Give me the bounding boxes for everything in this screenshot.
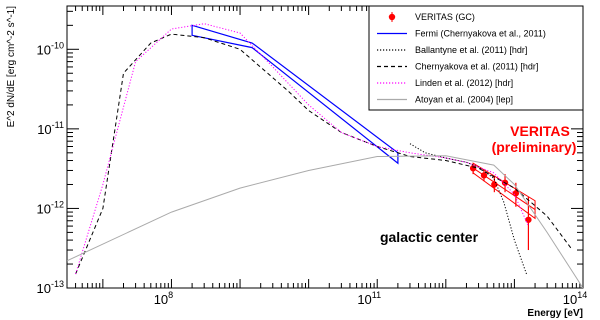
legend-label: Linden et al. (2012) [hdr] [415,78,513,88]
y-axis-title: E^2 dN/dE [erg cm^-2 s^-1] [6,6,17,128]
y-tick-label-exp: -11 [52,120,64,130]
legend-box [368,5,584,111]
series-line [67,155,583,288]
veritas-data-point [512,190,520,197]
legend-label: VERITAS (GC) [415,12,475,22]
x-tick-label-base: 10 [357,292,371,307]
x-tick-label: 1011 [357,290,381,307]
x-axis-title: Energy [eV] [527,308,583,319]
annotation-veritas: VERITAS [510,123,570,139]
legend-label: Atoyan et al. (2004) [lep] [415,95,513,105]
y-tick-label: 10-11 [37,120,64,137]
x-tick-label-exp: 11 [372,290,381,300]
legend-label: Ballantyne et al. (2011) [hdr] [415,45,527,55]
veritas-fit-band [472,162,536,220]
y-tick-label-exp: -10 [51,40,64,50]
annotation-galactic-center: galactic center [380,229,479,245]
x-tick-label-base: 10 [154,292,168,307]
legend-label: Fermi (Chernyakova et al., 2011) [415,29,546,39]
y-tick-label: 10-10 [37,40,64,57]
x-tick-label-exp: 8 [168,290,173,300]
legend: VERITAS (GC) Fermi (Chernyakova et al., 2… [368,5,584,111]
plot-area [67,23,583,288]
y-tick-label-base: 10 [37,201,51,216]
veritas-fit-line [472,167,536,210]
y-tick-label: 10-12 [37,199,64,216]
y-tick-label-base: 10 [37,281,51,296]
y-tick-label-base: 10 [37,122,51,137]
y-tick-label-exp: -12 [51,199,64,209]
fermi-bowtie [191,24,399,165]
x-tick-label: 108 [154,290,173,307]
x-tick-label-base: 10 [563,292,577,307]
series-line [75,33,573,275]
series-line [75,23,529,275]
y-tick-label-exp: -13 [51,279,64,289]
y-tick-label: 10-13 [37,279,64,296]
series-line [409,143,527,275]
y-tick-label-base: 10 [37,42,51,57]
x-tick-label-exp: 14 [577,290,587,300]
x-tick-label: 1014 [563,290,587,307]
legend-label: Chernyakova et al. (2011) [hdr] [415,62,538,72]
annotation-preliminary: (preliminary) [492,139,577,155]
